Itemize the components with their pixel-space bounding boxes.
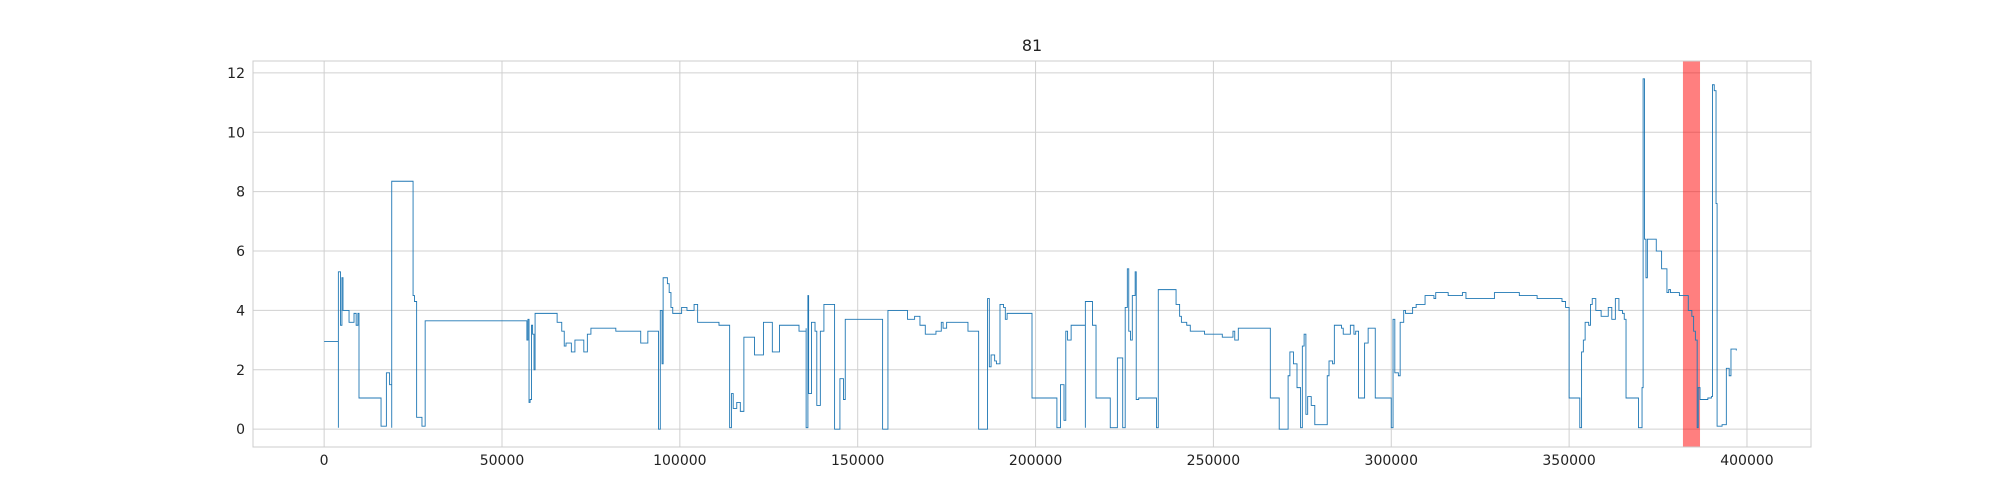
y-tick-label: 4 bbox=[236, 303, 245, 319]
chart-title: 81 bbox=[1022, 36, 1042, 55]
x-tick-label: 350000 bbox=[1542, 453, 1595, 469]
y-tick-label: 2 bbox=[236, 363, 245, 379]
x-tick-label: 150000 bbox=[831, 453, 884, 469]
y-tick-label: 8 bbox=[236, 185, 245, 201]
grid bbox=[253, 61, 1811, 447]
x-tick-label: 0 bbox=[320, 453, 329, 469]
x-tick-label: 100000 bbox=[653, 453, 706, 469]
x-tick-label: 400000 bbox=[1720, 453, 1773, 469]
y-tick-label: 6 bbox=[236, 244, 245, 260]
x-tick-label: 250000 bbox=[1187, 453, 1240, 469]
highlight-band bbox=[1682, 61, 1701, 447]
y-tick-label: 10 bbox=[227, 125, 245, 141]
y-axis-ticks: 0 2 4 6 8 10 12 bbox=[227, 66, 245, 438]
series-line-0 bbox=[324, 78, 1737, 430]
y-tick-label: 0 bbox=[236, 422, 245, 438]
plot-frame bbox=[252, 60, 1812, 448]
x-tick-label: 300000 bbox=[1365, 453, 1418, 469]
x-axis-ticks: 0 50000 100000 150000 200000 250000 300000 3500… bbox=[320, 453, 1774, 469]
x-tick-label: 200000 bbox=[1009, 453, 1062, 469]
series-layer bbox=[324, 78, 1737, 430]
y-tick-label: 12 bbox=[227, 66, 245, 82]
x-tick-label: 50000 bbox=[480, 453, 525, 469]
highlight-band-layer bbox=[1682, 61, 1701, 447]
